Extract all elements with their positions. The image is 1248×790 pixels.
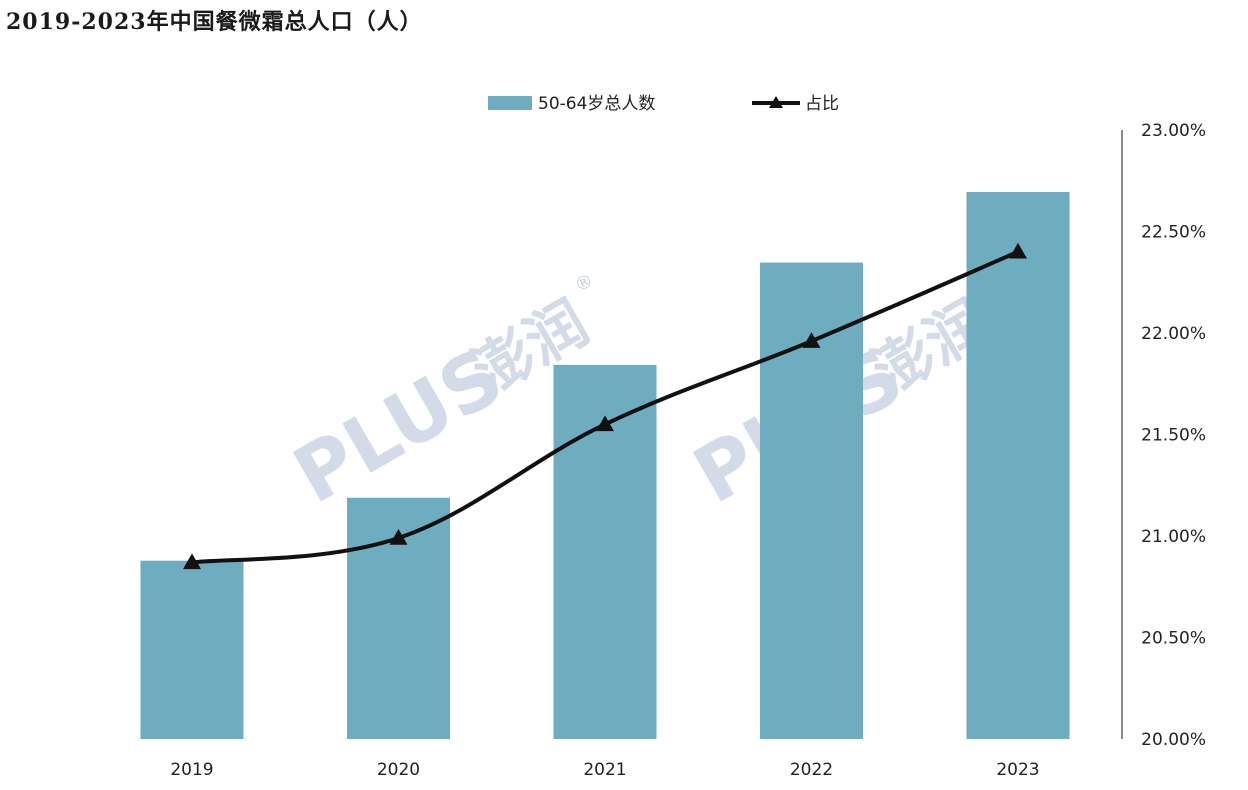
marker-2021 bbox=[596, 415, 614, 432]
legend-bar-label: 50-64岁总人数 bbox=[538, 94, 655, 114]
x-tick-label: 2021 bbox=[583, 760, 626, 780]
watermark-left-reg: ® bbox=[571, 270, 597, 297]
x-tick-label: 2019 bbox=[170, 760, 213, 780]
y-tick-label: 21.00% bbox=[1141, 527, 1206, 547]
y-tick-label: 23.00% bbox=[1141, 121, 1206, 141]
marker-2022 bbox=[802, 332, 821, 348]
marker-2023 bbox=[1009, 242, 1027, 259]
x-tick-label: 2020 bbox=[377, 760, 420, 780]
right-axis-ticks: 20.00% 20.50% 21.00% 21.50% 22.00% 22.50% 23.0… bbox=[1141, 121, 1206, 750]
y-tick-label: 21.50% bbox=[1141, 426, 1206, 446]
marker-2019 bbox=[183, 553, 201, 570]
x-tick-label: 2023 bbox=[996, 760, 1039, 780]
legend-triangle-icon bbox=[769, 96, 783, 108]
legend-bar-swatch bbox=[488, 96, 532, 110]
x-tick-label: 2022 bbox=[790, 760, 833, 780]
bar-2023 bbox=[966, 192, 1070, 739]
y-tick-label: 20.50% bbox=[1141, 629, 1206, 649]
legend: 50-64岁总人数 占比 bbox=[488, 94, 839, 114]
page-title: 2019-2023年中国餐微霜总人口（人） bbox=[6, 9, 423, 35]
y-tick-label: 20.00% bbox=[1141, 730, 1206, 750]
marker-2020 bbox=[389, 529, 408, 545]
bar-2019 bbox=[140, 560, 244, 739]
x-axis-ticks: 2019 2020 2021 2022 2023 bbox=[170, 760, 1039, 780]
legend-line-label: 占比 bbox=[805, 94, 839, 114]
line-markers bbox=[183, 242, 1027, 570]
bar-series bbox=[140, 192, 1070, 739]
y-tick-label: 22.50% bbox=[1141, 223, 1206, 243]
y-tick-label: 22.00% bbox=[1141, 324, 1206, 344]
